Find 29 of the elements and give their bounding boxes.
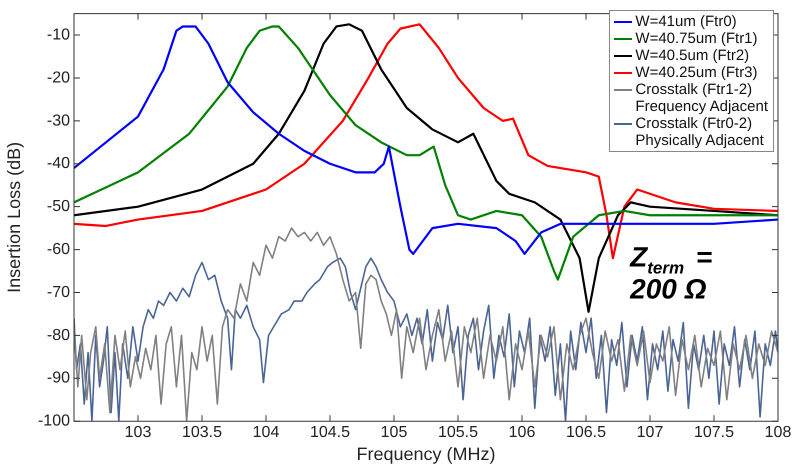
legend-label: Crosstalk (Ftr0-2) Physically Adjacent [635,115,764,149]
y-tick-label: -20 [46,69,70,86]
legend-label: W=40.5um (Ftr2) [635,47,750,64]
y-tick-label: -30 [46,112,70,130]
x-tick-label: 108 [764,424,792,442]
y-axis-title: Insertion Loss (dB) [4,142,24,293]
x-tick-label: 104.5 [310,424,350,442]
x-tick-label: 105.5 [438,424,478,442]
y-tick-label: -80 [46,326,70,344]
y-tick-label: -100 [38,412,70,430]
legend-label: W=40.75um (Ftr1) [635,30,758,47]
legend-label: Crosstalk (Ftr1-2) Frequency Adjacent [635,81,768,115]
y-tick-label: -90 [46,370,70,387]
x-tick-label: 105 [380,424,408,442]
y-tick-label: -50 [46,198,70,216]
x-tick-label: 107.5 [694,424,734,442]
x-axis-title: Frequency (MHz) [356,444,496,464]
x-tick-label: 103 [124,424,152,442]
y-tick-label: -40 [46,155,70,172]
legend-label: W=40.25um (Ftr3) [635,64,758,81]
y-tick-label: -60 [46,240,70,258]
x-tick-label: 106 [508,424,536,442]
y-tick-label: -70 [46,284,70,301]
x-tick-label: 107 [636,424,664,442]
x-tick-label: 103.5 [182,424,222,442]
y-tick-label: -10 [46,26,70,44]
x-tick-label: 104 [252,424,280,442]
x-tick-label: 106.5 [566,424,606,442]
legend-label: W=41um (Ftr0) [635,13,737,30]
